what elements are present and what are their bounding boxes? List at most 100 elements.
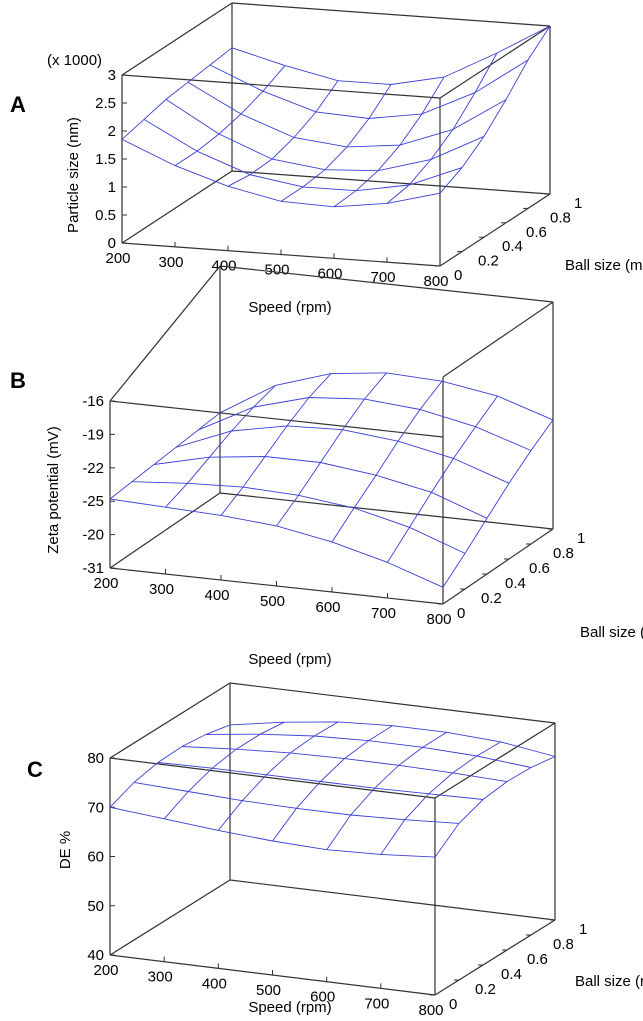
z-tick-label: -20 xyxy=(82,527,104,544)
x-axis-label: Speed (rpm) xyxy=(248,651,331,668)
panel-c: C 40 50 60 70 80 200 300 400 500 600 700 800 0 0.2 0.4 0… xyxy=(27,682,643,1019)
box-edge xyxy=(231,2,551,27)
box-edge xyxy=(434,722,556,799)
mesh-line-constant-ball-size xyxy=(153,456,488,519)
box-edge xyxy=(121,74,441,99)
mesh-line-constant-speed xyxy=(331,380,443,543)
y-tick-label: 0.4 xyxy=(502,238,523,255)
box-edge xyxy=(109,757,436,799)
mesh-line-constant-speed xyxy=(434,756,556,858)
z-tick-label: 2 xyxy=(108,123,116,140)
box-edge xyxy=(442,301,554,378)
box-edge xyxy=(109,492,221,569)
x-tick-label: 300 xyxy=(149,581,174,598)
z-tick-label: -19 xyxy=(82,426,104,443)
mesh-line-constant-speed xyxy=(227,80,339,187)
y-tick-label: 1 xyxy=(577,530,585,547)
x-tick-label: 200 xyxy=(105,250,130,267)
mesh-line-constant-ball-size xyxy=(109,806,436,858)
y-tick-label: 0.6 xyxy=(529,560,550,577)
y-tick-label: 0.6 xyxy=(526,224,547,241)
box-edge xyxy=(434,919,556,996)
y-tick-label: 0 xyxy=(449,996,457,1013)
mesh-line-constant-ball-size xyxy=(229,721,556,757)
x-tick-label: 700 xyxy=(364,995,389,1012)
y-tick-label: 0.4 xyxy=(501,966,522,983)
axis-box xyxy=(109,265,554,605)
panel-letter: A xyxy=(10,92,26,117)
x-tick-label: 600 xyxy=(315,599,340,616)
mesh-line-constant-ball-size xyxy=(209,59,529,119)
box-edge xyxy=(121,2,233,76)
y-tick-label: 0.8 xyxy=(553,936,574,953)
z-tick-label: -25 xyxy=(82,493,104,510)
x-tick-label: 800 xyxy=(426,611,451,628)
z-tick-label: 0.5 xyxy=(95,207,116,224)
x-tick-label: 500 xyxy=(260,593,285,610)
mesh-line-constant-speed xyxy=(121,47,233,140)
mesh-line-constant-ball-size xyxy=(219,372,554,421)
mesh-line-constant-ball-size xyxy=(181,746,508,783)
mesh-line-constant-speed xyxy=(174,65,286,166)
y-axis-label: Ball size (mm) xyxy=(575,973,643,990)
box-edge xyxy=(219,265,554,303)
y-tick-label: 0 xyxy=(454,267,462,284)
z-tick-label: 80 xyxy=(87,750,104,767)
box-edge xyxy=(219,492,554,530)
panel-b: B -31 -20 -25 -22 -19 -16 200 300 400 500 600 700 800… xyxy=(10,265,643,668)
y-tick-label: 0.2 xyxy=(475,981,496,998)
mesh-line-constant-ball-size xyxy=(131,481,466,554)
surface-mesh xyxy=(109,721,556,858)
mesh-line-constant-speed xyxy=(333,76,445,208)
y-tick-label: 0.8 xyxy=(550,209,571,226)
x-tick-label: 500 xyxy=(256,982,281,999)
x-tick-label: 700 xyxy=(371,605,396,622)
y-tick-label: 0.2 xyxy=(481,590,502,607)
y-tick-label: 1 xyxy=(579,921,587,938)
mesh-line-constant-speed xyxy=(276,372,387,527)
axis-box xyxy=(109,682,556,996)
x-axis-label: Speed (rpm) xyxy=(248,299,331,316)
mesh-line-constant-speed xyxy=(386,52,498,204)
x-tick-label: 800 xyxy=(418,1002,443,1019)
mesh-line-constant-ball-size xyxy=(133,781,460,824)
y-axis-label: Ball size (mm) xyxy=(580,624,643,641)
mesh-line-constant-speed xyxy=(326,731,447,850)
z-tick-label: 1 xyxy=(108,179,116,196)
mesh-line-constant-speed xyxy=(165,385,276,508)
mesh-line-constant-ball-size xyxy=(175,425,510,484)
z-tick-label: 2.5 xyxy=(95,95,116,112)
z-axis-label: DE % xyxy=(57,831,74,869)
surface-mesh xyxy=(121,25,551,208)
panel-letter: B xyxy=(10,368,26,393)
mesh-line-constant-ball-size xyxy=(187,81,507,148)
box-edge xyxy=(439,193,551,267)
box-edge xyxy=(439,25,551,99)
box-edge xyxy=(109,265,221,402)
z-tick-label: 0 xyxy=(108,235,116,252)
panel-letter: C xyxy=(27,757,43,782)
box-edge xyxy=(109,682,231,759)
x-tick-label: 200 xyxy=(93,575,118,592)
box-edge xyxy=(109,879,231,956)
z-tick-label: 70 xyxy=(87,799,104,816)
mesh-line-constant-ball-size xyxy=(165,99,485,172)
x-tick-label: 200 xyxy=(93,962,118,979)
mesh-line-constant-speed xyxy=(280,84,392,202)
z-tick-label: 50 xyxy=(87,898,104,915)
x-tick-label: 700 xyxy=(370,269,395,286)
z-tick-label: -31 xyxy=(82,560,104,577)
x-tick-label: 800 xyxy=(423,273,448,290)
surface-mesh xyxy=(109,372,554,588)
x-tick-label: 600 xyxy=(310,989,335,1006)
y-tick-label: 1 xyxy=(574,195,582,212)
box-edge xyxy=(109,400,444,438)
y-axis-label: Ball size (mm) xyxy=(565,257,643,274)
box-edge xyxy=(121,170,233,244)
y-tick-label: 0.6 xyxy=(527,951,548,968)
mesh-line-constant-speed xyxy=(217,721,339,831)
mesh-line-constant-speed xyxy=(272,725,393,842)
z-tick-label: -22 xyxy=(82,460,104,477)
